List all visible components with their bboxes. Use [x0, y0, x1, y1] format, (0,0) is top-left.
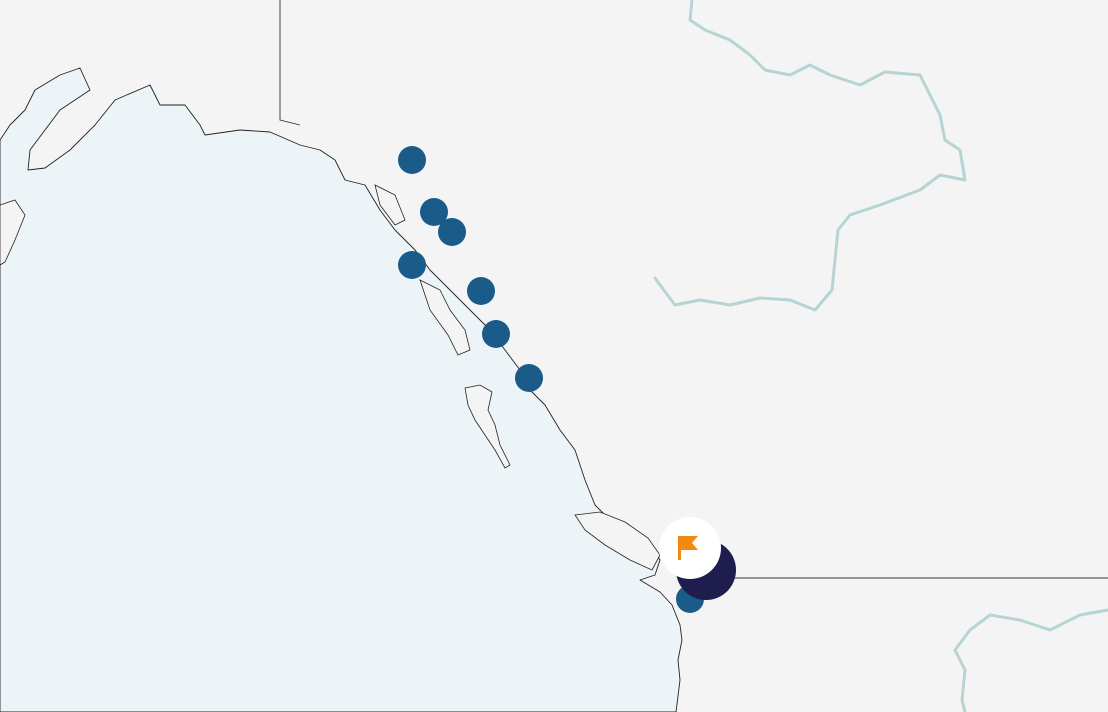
- island: [574, 511, 661, 571]
- location-marker[interactable]: [438, 218, 466, 246]
- location-marker[interactable]: [398, 251, 426, 279]
- ocean: [0, 67, 683, 712]
- location-marker[interactable]: [482, 320, 510, 348]
- flag-icon: [678, 536, 698, 560]
- island: [374, 184, 406, 226]
- location-marker[interactable]: [398, 146, 426, 174]
- location-marker[interactable]: [467, 277, 495, 305]
- location-marker[interactable]: [515, 364, 543, 392]
- island: [419, 279, 471, 356]
- location-marker[interactable]: [420, 198, 448, 226]
- river: [953, 608, 1108, 712]
- island: [0, 199, 26, 266]
- island: [464, 384, 511, 469]
- river: [653, 0, 967, 312]
- border: [279, 0, 301, 126]
